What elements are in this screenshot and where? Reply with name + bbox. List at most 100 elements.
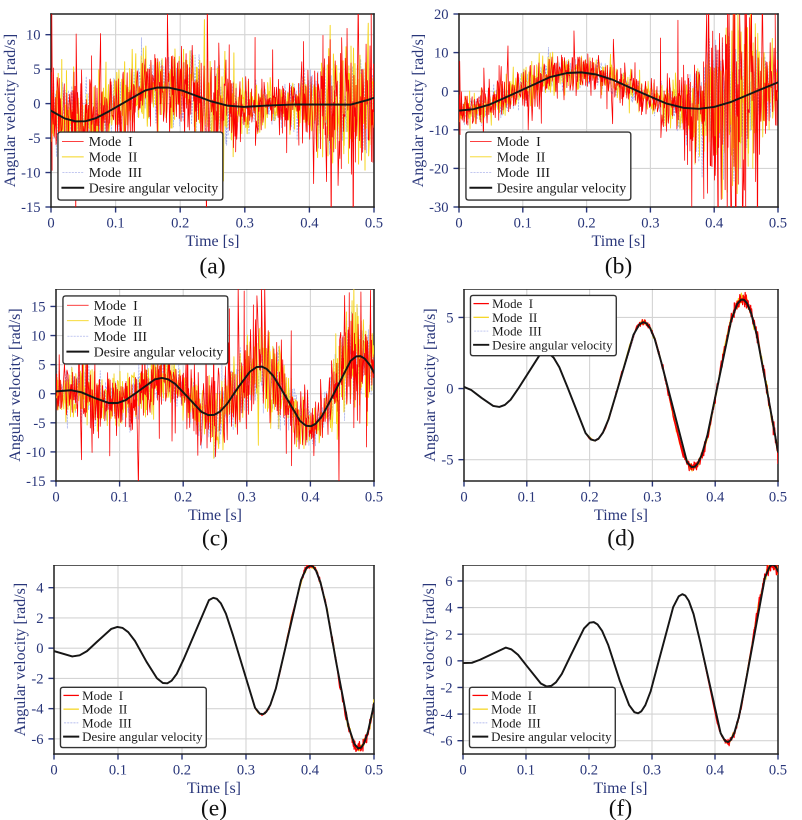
svg-text:-10: -10 bbox=[21, 166, 40, 182]
svg-text:Time [s]: Time [s] bbox=[592, 233, 646, 250]
svg-text:0.2: 0.2 bbox=[173, 763, 191, 779]
svg-text:(b): (b) bbox=[605, 253, 633, 279]
svg-text:0.3: 0.3 bbox=[236, 216, 254, 232]
svg-text:0: 0 bbox=[446, 382, 453, 398]
svg-text:Desire angular velocity: Desire angular velocity bbox=[497, 182, 627, 197]
svg-text:Desire angular velocity: Desire angular velocity bbox=[82, 729, 203, 744]
svg-text:0.2: 0.2 bbox=[171, 216, 189, 232]
svg-text:5: 5 bbox=[446, 311, 453, 327]
svg-text:0.4: 0.4 bbox=[301, 490, 320, 506]
svg-text:0.4: 0.4 bbox=[706, 763, 725, 779]
svg-text:0: 0 bbox=[459, 763, 466, 779]
svg-text:0.3: 0.3 bbox=[238, 490, 256, 506]
svg-text:Mode I: Mode I bbox=[94, 299, 138, 314]
svg-text:-6: -6 bbox=[31, 732, 43, 748]
svg-text:0.1: 0.1 bbox=[517, 763, 535, 779]
svg-text:0.1: 0.1 bbox=[518, 490, 536, 506]
svg-text:0.4: 0.4 bbox=[300, 216, 319, 232]
svg-text:-30: -30 bbox=[429, 200, 448, 216]
svg-text:Time [s]: Time [s] bbox=[594, 780, 648, 797]
svg-text:Mode II: Mode II bbox=[497, 151, 546, 166]
svg-text:0.5: 0.5 bbox=[769, 763, 787, 779]
svg-text:-5: -5 bbox=[28, 131, 40, 147]
svg-text:0: 0 bbox=[36, 641, 43, 657]
svg-text:0: 0 bbox=[52, 490, 59, 506]
svg-text:15: 15 bbox=[31, 300, 46, 316]
svg-text:(c): (c) bbox=[202, 525, 228, 551]
svg-text:-5: -5 bbox=[33, 416, 45, 432]
svg-text:Desire angular velocity: Desire angular velocity bbox=[491, 729, 612, 744]
svg-text:0: 0 bbox=[460, 490, 467, 506]
svg-text:6: 6 bbox=[445, 574, 452, 590]
svg-text:0: 0 bbox=[445, 654, 452, 670]
svg-text:Angular velocity [rad/s]: Angular velocity [rad/s] bbox=[12, 583, 29, 736]
svg-text:Mode III: Mode III bbox=[497, 166, 551, 181]
svg-text:Desire angular velocity: Desire angular velocity bbox=[492, 337, 613, 352]
svg-text:Desire angular velocity: Desire angular velocity bbox=[94, 345, 224, 360]
svg-text:(e): (e) bbox=[201, 795, 227, 820]
svg-text:0.1: 0.1 bbox=[110, 490, 128, 506]
svg-text:0.1: 0.1 bbox=[109, 763, 127, 779]
svg-text:0.4: 0.4 bbox=[706, 490, 725, 506]
svg-text:0: 0 bbox=[50, 763, 57, 779]
svg-text:0.4: 0.4 bbox=[301, 763, 320, 779]
svg-text:Angular velocity [rad/s]: Angular velocity [rad/s] bbox=[7, 308, 24, 461]
svg-text:0: 0 bbox=[441, 84, 448, 100]
svg-text:0.5: 0.5 bbox=[365, 216, 383, 232]
svg-text:0.5: 0.5 bbox=[769, 216, 787, 232]
svg-text:0: 0 bbox=[47, 216, 54, 232]
svg-text:0.3: 0.3 bbox=[643, 490, 661, 506]
svg-text:0.5: 0.5 bbox=[769, 490, 787, 506]
svg-text:0.2: 0.2 bbox=[174, 490, 192, 506]
svg-text:(d): (d) bbox=[607, 525, 635, 551]
svg-text:4: 4 bbox=[36, 581, 44, 597]
svg-text:0.2: 0.2 bbox=[577, 216, 595, 232]
svg-text:(a): (a) bbox=[199, 253, 225, 279]
svg-text:-10: -10 bbox=[429, 123, 448, 139]
svg-text:0.5: 0.5 bbox=[365, 763, 383, 779]
svg-text:0.3: 0.3 bbox=[237, 763, 255, 779]
svg-text:0.4: 0.4 bbox=[705, 216, 724, 232]
svg-text:10: 10 bbox=[434, 46, 449, 62]
svg-text:2: 2 bbox=[36, 611, 43, 627]
svg-text:-6: -6 bbox=[440, 734, 452, 750]
svg-text:0: 0 bbox=[455, 216, 462, 232]
svg-text:-5: -5 bbox=[441, 453, 453, 469]
svg-text:0.3: 0.3 bbox=[643, 763, 661, 779]
svg-text:0.1: 0.1 bbox=[514, 216, 532, 232]
svg-text:-15: -15 bbox=[26, 474, 45, 490]
svg-text:5: 5 bbox=[38, 358, 45, 374]
svg-text:Mode I: Mode I bbox=[497, 135, 541, 150]
svg-text:0: 0 bbox=[33, 97, 40, 113]
svg-text:Mode III: Mode III bbox=[94, 330, 148, 345]
svg-text:0.3: 0.3 bbox=[641, 216, 659, 232]
svg-text:Time [s]: Time [s] bbox=[187, 780, 241, 797]
svg-text:Mode I: Mode I bbox=[89, 135, 133, 150]
svg-text:10: 10 bbox=[31, 329, 46, 345]
svg-text:-4: -4 bbox=[31, 702, 44, 718]
svg-text:Time [s]: Time [s] bbox=[594, 507, 648, 524]
svg-text:0.5: 0.5 bbox=[365, 490, 383, 506]
svg-text:0.2: 0.2 bbox=[580, 490, 598, 506]
svg-text:20: 20 bbox=[434, 7, 449, 23]
svg-text:(f): (f) bbox=[609, 796, 633, 820]
svg-text:Mode II: Mode II bbox=[94, 315, 143, 330]
svg-text:Mode III: Mode III bbox=[89, 166, 143, 181]
svg-text:-15: -15 bbox=[21, 200, 40, 216]
svg-text:Time [s]: Time [s] bbox=[186, 233, 240, 250]
svg-text:Angular velocity [rad/s]: Angular velocity [rad/s] bbox=[2, 34, 19, 187]
svg-text:Mode II: Mode II bbox=[89, 151, 138, 166]
svg-text:10: 10 bbox=[26, 28, 41, 44]
svg-text:Angular velocity [rad/s]: Angular velocity [rad/s] bbox=[422, 308, 439, 461]
svg-text:-10: -10 bbox=[26, 445, 45, 461]
svg-text:5: 5 bbox=[33, 62, 40, 78]
svg-text:-2: -2 bbox=[440, 681, 452, 697]
svg-text:-20: -20 bbox=[429, 161, 448, 177]
svg-text:0.2: 0.2 bbox=[580, 763, 598, 779]
svg-text:Desire angular velocity: Desire angular velocity bbox=[89, 182, 219, 197]
svg-text:Angular velocity [rad/s]: Angular velocity [rad/s] bbox=[410, 34, 427, 187]
svg-text:Angular velocity [rad/s]: Angular velocity [rad/s] bbox=[421, 583, 438, 736]
svg-text:0: 0 bbox=[38, 387, 45, 403]
svg-text:4: 4 bbox=[445, 601, 453, 617]
svg-text:-4: -4 bbox=[440, 707, 453, 723]
